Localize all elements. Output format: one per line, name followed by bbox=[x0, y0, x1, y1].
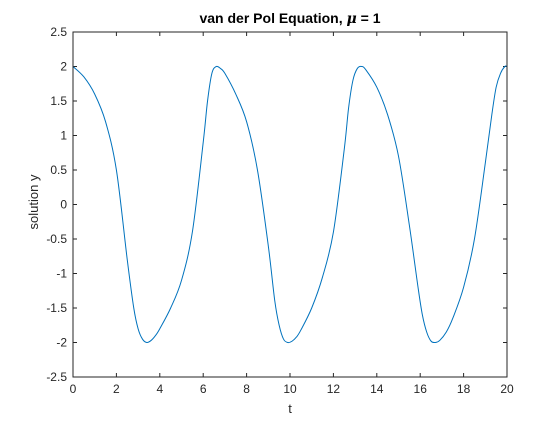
chart-title-suffix: = 1 bbox=[357, 10, 381, 26]
series-line bbox=[72, 65, 508, 344]
x-tick-label: 0 bbox=[70, 382, 77, 396]
x-tick-label: 12 bbox=[327, 382, 341, 396]
x-tick-label: 2 bbox=[113, 382, 120, 396]
x-tick-label: 4 bbox=[156, 382, 163, 396]
y-tick-label: 1.5 bbox=[50, 94, 67, 108]
x-tick-label: 6 bbox=[200, 382, 207, 396]
y-tick-label: -1 bbox=[56, 267, 67, 281]
ticks-layer: 0 2 4 6 8 10 12 14 16 18 20 -2.5 -2 -1.5 -1 -0.5 0 0.5 1 1.… bbox=[46, 25, 514, 396]
y-tick-label: 2 bbox=[60, 60, 67, 74]
y-tick-label: 0.5 bbox=[50, 163, 67, 177]
x-tick-label: 14 bbox=[370, 382, 384, 396]
y-tick-label: -0.5 bbox=[46, 232, 67, 246]
y-axis-label: solution y bbox=[26, 174, 41, 229]
x-tick-label: 18 bbox=[457, 382, 471, 396]
x-tick-label: 20 bbox=[500, 382, 514, 396]
x-tick-label: 16 bbox=[414, 382, 428, 396]
y-tick-label: -2 bbox=[56, 336, 67, 350]
chart-title: van der Pol Equation, μ = 1 bbox=[199, 10, 380, 27]
x-tick-label: 10 bbox=[283, 382, 297, 396]
x-axis-label: t bbox=[288, 401, 292, 416]
y-tick-label: -1.5 bbox=[46, 301, 67, 315]
x-tick-label: 8 bbox=[243, 382, 250, 396]
chart-title-symbol: μ bbox=[347, 11, 357, 27]
y-tick-label: 0 bbox=[60, 198, 67, 212]
y-tick-label: 2.5 bbox=[50, 25, 67, 39]
axes-box bbox=[72, 31, 508, 378]
y-tick-label: 1 bbox=[60, 129, 67, 143]
series-layer bbox=[72, 65, 508, 344]
chart-title-prefix: van der Pol Equation, bbox=[199, 10, 346, 26]
y-tick-label: -2.5 bbox=[46, 370, 67, 384]
